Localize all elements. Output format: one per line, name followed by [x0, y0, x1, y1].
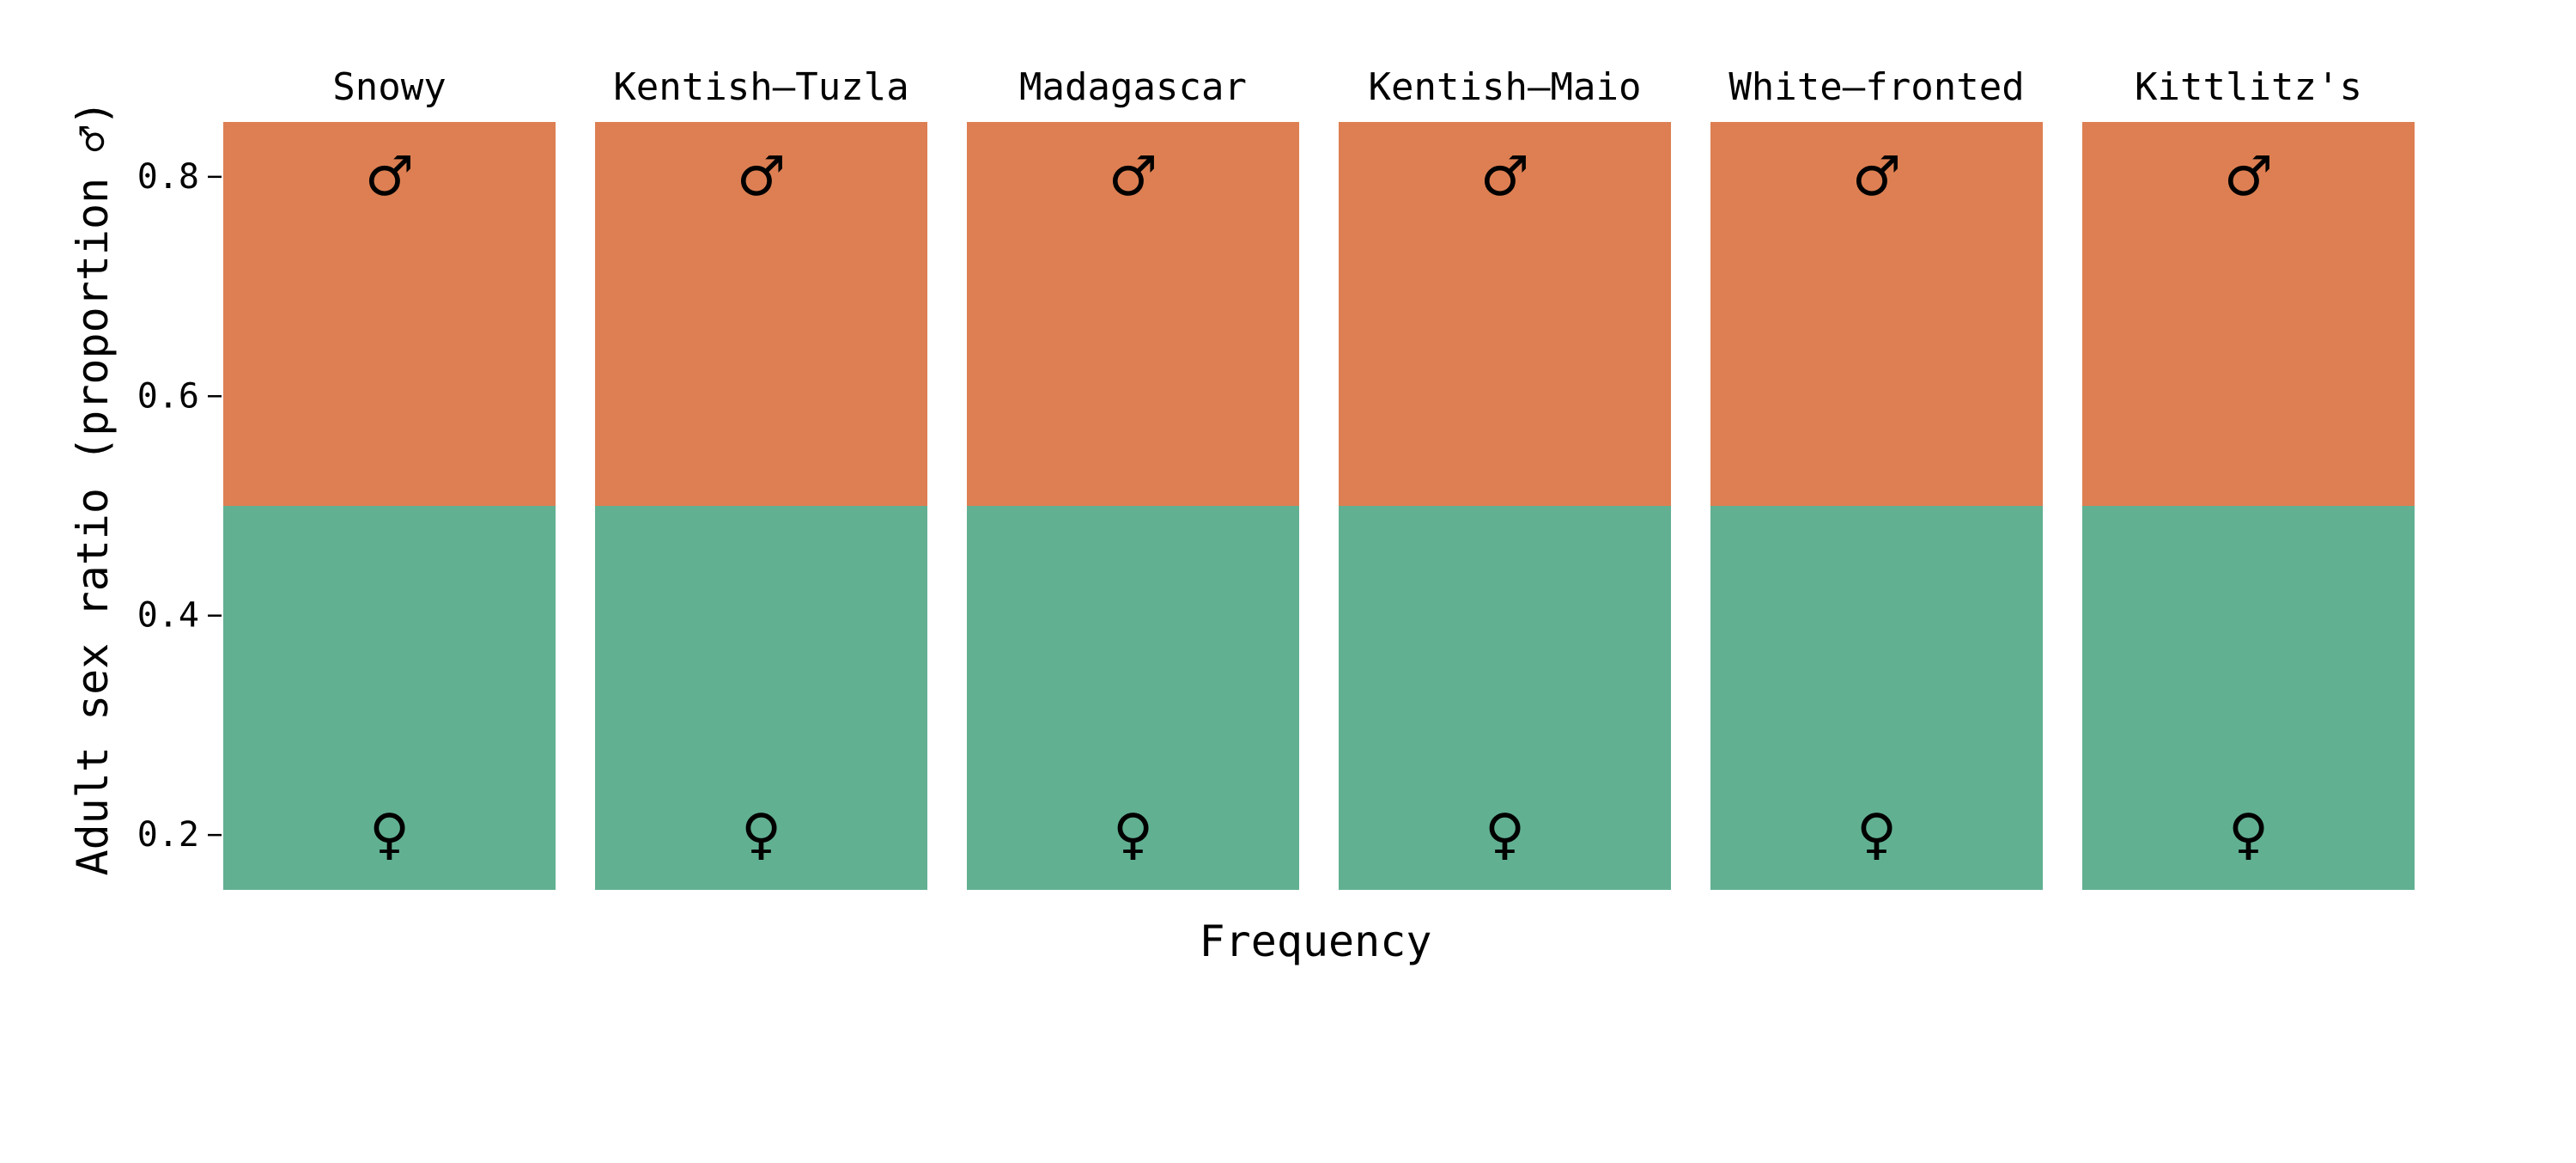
female-symbol-kittlitz-s: ♀ — [2228, 803, 2269, 867]
bar-segment-female-madagascar — [967, 506, 1299, 890]
facet-title-madagascar: Madagascar — [1019, 65, 1247, 109]
y-tick-label-0-6: 0.6 — [137, 376, 199, 416]
bar-segment-male-kentish-tuzla — [595, 122, 927, 506]
bar-segment-male-kittlitz-s — [2082, 122, 2415, 506]
female-symbol-kentish-maio: ♀ — [1485, 803, 1525, 867]
facet-title-white-fronted: White–fronted — [1728, 65, 2024, 109]
male-symbol-kentish-maio: ♂ — [1480, 145, 1529, 209]
female-symbol-snowy: ♀ — [369, 803, 410, 867]
male-symbol-kittlitz-s: ♂ — [2224, 145, 2273, 209]
x-axis-label: Frequency — [1200, 916, 1432, 966]
bar-segment-male-white-fronted — [1710, 122, 2043, 506]
bar-segment-female-white-fronted — [1710, 506, 2043, 890]
male-symbol-kentish-tuzla: ♂ — [737, 145, 786, 209]
female-symbol-madagascar: ♀ — [1113, 803, 1153, 867]
bar-segment-female-kittlitz-s — [2082, 506, 2415, 890]
male-symbol-madagascar: ♂ — [1109, 145, 1157, 209]
bar-segment-female-kentish-tuzla — [595, 506, 927, 890]
y-axis-label: Adult sex ratio (proportion ♂) — [68, 100, 118, 875]
y-tick-label-0-4: 0.4 — [137, 596, 199, 636]
facet-title-kentish-maio: Kentish–Maio — [1369, 65, 1642, 109]
facet-title-kentish-tuzla: Kentish–Tuzla — [613, 65, 908, 109]
bar-segment-male-snowy — [223, 122, 556, 506]
bar-segment-male-madagascar — [967, 122, 1299, 506]
facet-title-snowy: Snowy — [332, 65, 446, 109]
symbols-layer: ♂ ♀ ♂ ♀ ♂ ♀ ♂ ♀ ♂ ♀ ♂ ♀ — [365, 145, 2273, 867]
facet-title-kittlitz-s: Kittlitz's — [2135, 65, 2362, 109]
male-symbol-white-fronted: ♂ — [1852, 145, 1901, 209]
bar-segment-female-snowy — [223, 506, 556, 890]
facet-titles-layer: Snowy Kentish–Tuzla Madagascar Kentish–Maio… — [332, 65, 2362, 109]
female-symbol-kentish-tuzla: ♀ — [741, 803, 781, 867]
bar-segment-female-kentish-maio — [1339, 506, 1671, 890]
y-axis: 0.2 0.4 0.6 0.8 — [137, 157, 222, 855]
bar-segment-male-kentish-maio — [1339, 122, 1671, 506]
male-symbol-snowy: ♂ — [365, 145, 414, 209]
female-symbol-white-fronted: ♀ — [1856, 803, 1897, 867]
y-tick-label-0-2: 0.2 — [137, 815, 199, 855]
bars-layer — [223, 122, 2415, 890]
y-tick-label-0-8: 0.8 — [137, 157, 199, 197]
